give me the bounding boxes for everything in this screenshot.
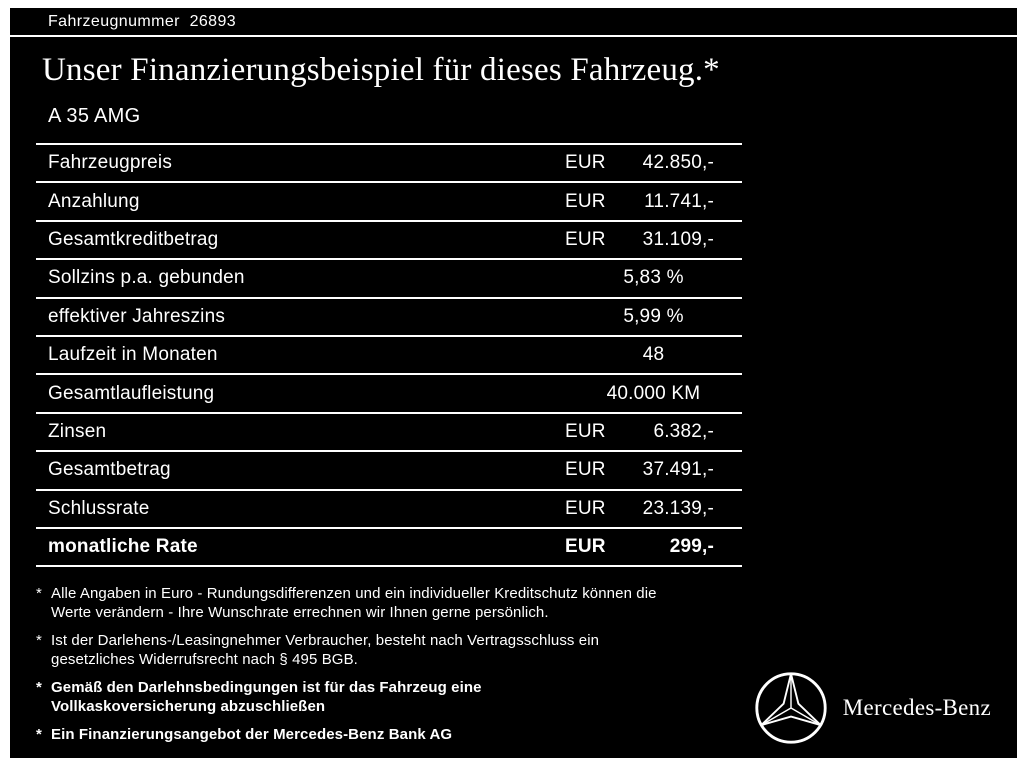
table-row: Laufzeit in Monaten 48 xyxy=(36,334,742,373)
model-name: A 35 AMG xyxy=(48,105,141,127)
table-row: effektiver Jahreszins 5,99 % xyxy=(36,296,742,335)
amount: 23.139,- xyxy=(642,497,714,519)
footnote-marker: * xyxy=(36,679,42,697)
row-label: Gesamtlaufleistung xyxy=(48,382,215,404)
row-value: 5,99 % xyxy=(623,305,684,327)
row-label: Sollzins p.a. gebunden xyxy=(48,267,245,289)
header-divider xyxy=(10,35,1017,37)
table-row: Sollzins p.a. gebunden 5,83 % xyxy=(36,258,742,296)
footnote: * Ist der Darlehens-/Leasingnehmer Verbra… xyxy=(36,631,756,669)
footnote-text: Alle Angaben in Euro - Rundungsdifferenz… xyxy=(51,585,657,622)
brand-name: Mercedes-Benz xyxy=(842,695,991,720)
row-value: EUR 6.382,- xyxy=(565,421,742,443)
row-value: 48 xyxy=(642,344,665,366)
footnote-text: Gemäß den Darlehnsbedingungen ist für da… xyxy=(51,679,482,716)
row-value: 5,83 % xyxy=(623,267,684,289)
footnote: * Alle Angaben in Euro - Rundungsdifferen… xyxy=(36,584,756,622)
row-label: Fahrzeugpreis xyxy=(48,152,173,174)
row-value: EUR 37.491,- xyxy=(565,459,742,481)
footnote-marker: * xyxy=(36,585,42,603)
row-label: Gesamtbetrag xyxy=(48,459,171,481)
table-row: Anzahlung EUR 11.741,- xyxy=(36,181,742,219)
row-label: Zinsen xyxy=(48,420,107,442)
amount: 42.850,- xyxy=(642,152,714,174)
footnote-text: Ist der Darlehens-/Leasingnehmer Verbrau… xyxy=(51,632,600,669)
table-row: Gesamtbetrag EUR 37.491,- xyxy=(36,450,742,488)
row-label: Schlussrate xyxy=(48,497,150,519)
footnote-marker: * xyxy=(36,726,42,744)
amount: 31.109,- xyxy=(642,228,714,250)
currency-label: EUR xyxy=(565,190,606,212)
footnote-text: Ein Finanzierungsangebot der Mercedes-Be… xyxy=(51,726,453,744)
currency-label: EUR xyxy=(565,420,606,442)
amount: 11.741,- xyxy=(644,190,714,212)
row-value: EUR 23.139,- xyxy=(565,498,742,520)
table-row: Fahrzeugpreis EUR 42.850,- xyxy=(36,143,742,181)
row-value: EUR 299,- xyxy=(565,536,742,558)
financing-table: Fahrzeugpreis EUR 42.850,- Anzahlung EUR 11.7… xyxy=(36,143,742,568)
page-title: Unser Finanzierungsbeispiel für dieses F… xyxy=(42,52,720,88)
footnote-marker: * xyxy=(36,632,42,650)
row-label: Anzahlung xyxy=(48,190,140,212)
amount: 299,- xyxy=(669,536,714,558)
row-label: Gesamtkreditbetrag xyxy=(48,228,219,250)
table-row: Gesamtkreditbetrag EUR 31.109,- xyxy=(36,219,742,258)
row-label: monatliche Rate xyxy=(48,536,198,558)
table-row: monatliche Rate EUR 299,- xyxy=(36,526,742,568)
amount: 37.491,- xyxy=(642,459,714,481)
currency-label: EUR xyxy=(565,459,606,481)
footnote: * Ein Finanzierungsangebot der Mercedes-B… xyxy=(36,725,756,744)
brand-footer: Mercedes-Benz xyxy=(753,670,991,746)
currency-label: EUR xyxy=(565,228,606,250)
footnotes: * Alle Angaben in Euro - Rundungsdifferen… xyxy=(36,584,756,744)
row-value: 40.000 KM xyxy=(606,382,701,404)
footnote: * Gemäß den Darlehnsbedingungen ist für d… xyxy=(36,678,756,716)
table-row: Gesamtlaufleistung 40.000 KM xyxy=(36,373,742,411)
financing-sheet: Fahrzeugnummer 26893 Unser Finanzierungs… xyxy=(10,8,1017,758)
row-value: EUR 42.850,- xyxy=(565,152,742,174)
currency-label: EUR xyxy=(565,497,606,519)
row-label: Laufzeit in Monaten xyxy=(48,344,218,366)
currency-label: EUR xyxy=(565,152,606,174)
table-row: Schlussrate EUR 23.139,- xyxy=(36,488,742,527)
table-row: Zinsen EUR 6.382,- xyxy=(36,411,742,450)
mercedes-star-icon xyxy=(755,672,827,744)
currency-label: EUR xyxy=(565,536,606,558)
row-value: EUR 31.109,- xyxy=(565,229,742,251)
row-value: EUR 11.741,- xyxy=(565,191,742,213)
row-label: effektiver Jahreszins xyxy=(48,305,226,327)
amount: 6.382,- xyxy=(653,420,714,442)
vehicle-number: Fahrzeugnummer 26893 xyxy=(48,13,237,30)
